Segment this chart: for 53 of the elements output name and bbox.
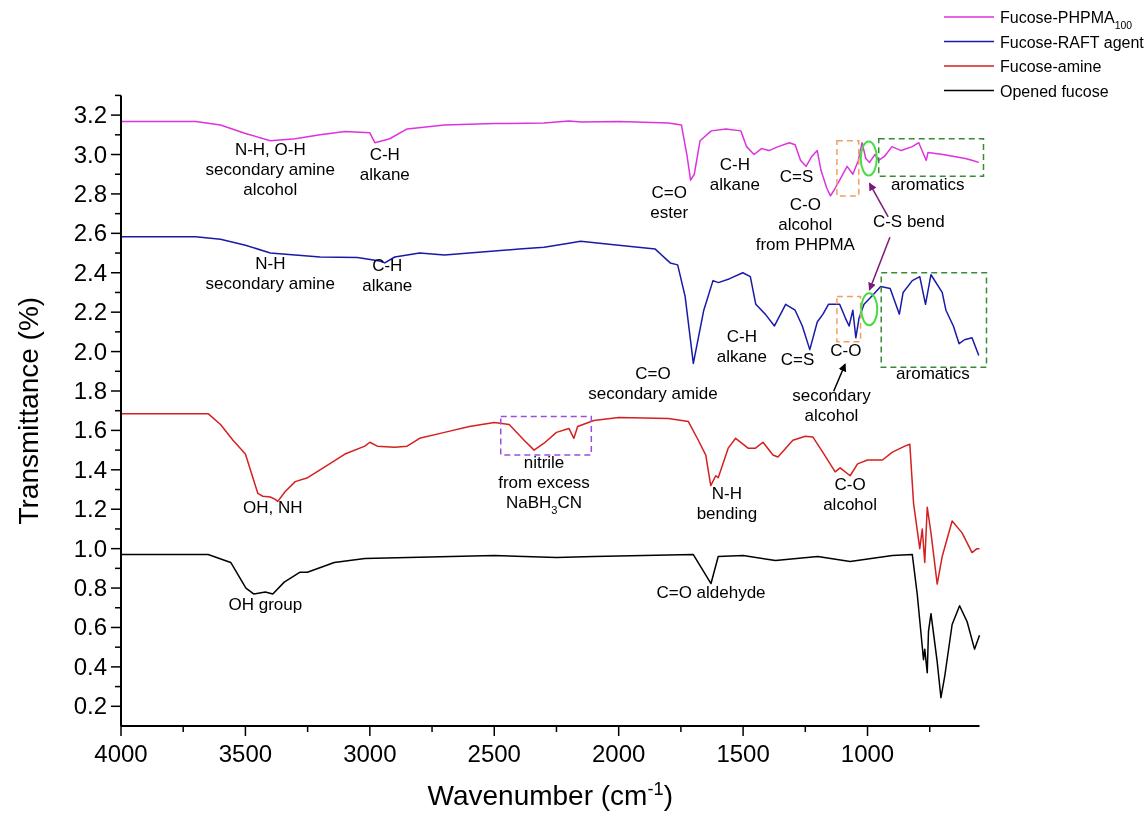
y-tick-label: 1.0	[73, 534, 107, 562]
line-series	[120, 235, 980, 365]
annotation: secondary alcohol	[792, 385, 872, 425]
annotation: N-H secondary amine	[205, 253, 336, 293]
annotation: C-O	[830, 340, 862, 360]
y-tick-label: 2.4	[73, 258, 107, 286]
annotation: C-H alkane	[709, 155, 760, 195]
annotation: nitrile from excess NaBH$_{3}$CN	[498, 452, 590, 516]
y-tick-label: 2.0	[73, 337, 107, 365]
annotation: aromatics	[890, 174, 965, 194]
annotation: C=S	[780, 350, 815, 370]
x-tick-label: 4000	[94, 740, 148, 767]
annotation: C-H alkane	[359, 145, 410, 185]
annotation: aromatics	[896, 364, 970, 384]
annotation: N-H bending	[696, 484, 758, 524]
x-axis-title: Wavenumber (cm$^{-1}$)	[427, 779, 673, 811]
y-tick-label: 1.2	[73, 495, 107, 523]
annotation: C=O secondary amide	[588, 364, 718, 404]
y-axis-title: Transmittance (%)	[13, 296, 44, 525]
y-tick-label: 2.2	[73, 298, 107, 326]
annotation: C=S	[779, 167, 814, 187]
annotation: N-H, O-H secondary amine alcohol	[205, 139, 336, 199]
legend-label: Fucose-PHPMA$_{100}$	[1000, 9, 1133, 31]
annotation: C-H alkane	[362, 255, 413, 295]
x-tick-label: 1000	[840, 740, 895, 767]
y-tick-label: 0.2	[73, 692, 107, 720]
y-tick-label: 2.8	[73, 179, 107, 207]
x-tick-label: 3500	[218, 740, 273, 767]
legend-label: Fucose-RAFT agent	[1000, 33, 1145, 51]
y-tick-label: 1.4	[73, 455, 107, 483]
y-tick-label: 0.4	[73, 652, 107, 680]
y-tick-label: 1.8	[73, 376, 107, 404]
y-tick-label: 0.8	[73, 574, 107, 602]
y-tick-label: 3.2	[73, 101, 107, 129]
line-series	[120, 120, 980, 197]
annotation: OH group	[228, 594, 303, 614]
annotation: C=O aldehyde	[656, 582, 766, 602]
x-tick-label: 1500	[716, 740, 770, 767]
annotation: OH, NH	[243, 498, 303, 518]
annotation: C-S bend	[872, 212, 945, 232]
annotation: C-O alcohol from PHPMA	[755, 194, 856, 254]
x-tick-label: 2500	[467, 740, 521, 767]
y-tick-label: 2.6	[73, 219, 107, 247]
y-tick-label: 0.6	[73, 613, 107, 641]
x-tick-label: 3000	[343, 740, 397, 767]
annotation: C-O alcohol	[823, 474, 878, 514]
annotation: C=O ester	[650, 182, 689, 222]
y-tick-label: 3.0	[73, 140, 107, 168]
annotation: C-H alkane	[716, 326, 767, 366]
legend-label: Opened fucose	[1000, 82, 1109, 100]
x-tick-label: 2000	[591, 740, 646, 767]
y-tick-label: 1.6	[73, 416, 107, 444]
legend-label: Fucose-amine	[1000, 58, 1102, 75]
